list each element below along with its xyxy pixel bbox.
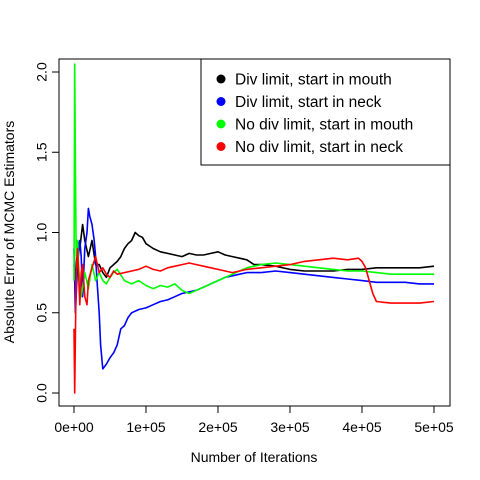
legend-label: No div limit, start in mouth [235,117,413,134]
legend-label: Div limit, start in neck [235,94,382,111]
y-axis-title: Absolute Error of MCMC Estimators [1,121,17,344]
x-axis: 0e+00 1e+05 2e+05 3e+05 4e+05 5e+05 [54,405,454,435]
y-tick-label: 2.0 [34,62,50,82]
legend-label: Div limit, start in mouth [235,72,392,89]
legend-marker [216,142,226,151]
y-tick-label: 0.5 [34,303,50,323]
legend-label: No div limit, start in neck [235,139,403,156]
legend-marker [216,119,226,129]
x-tick-label: 4e+05 [342,419,382,435]
x-tick-label: 3e+05 [270,419,310,435]
series-layer [73,63,435,394]
x-axis-title: Number of Iterations [191,449,318,465]
y-tick-label: 0.0 [34,383,50,403]
x-tick-label: 0e+00 [54,419,94,435]
series-line-4 [73,247,435,394]
x-tick-label: 1e+05 [126,419,166,435]
legend: Div limit, start in mouth Div limit, star… [200,58,451,166]
legend-marker [216,74,226,84]
x-tick-label: 2e+05 [198,419,238,435]
legend-box [200,58,451,166]
y-tick-label: 1.0 [34,223,50,243]
series-line-2 [73,207,434,370]
legend-marker [216,97,226,106]
x-tick-label: 5e+05 [414,419,454,435]
y-axis: 0.0 0.5 1.0 1.5 2.0 [34,62,60,403]
y-tick-label: 1.5 [34,142,50,162]
